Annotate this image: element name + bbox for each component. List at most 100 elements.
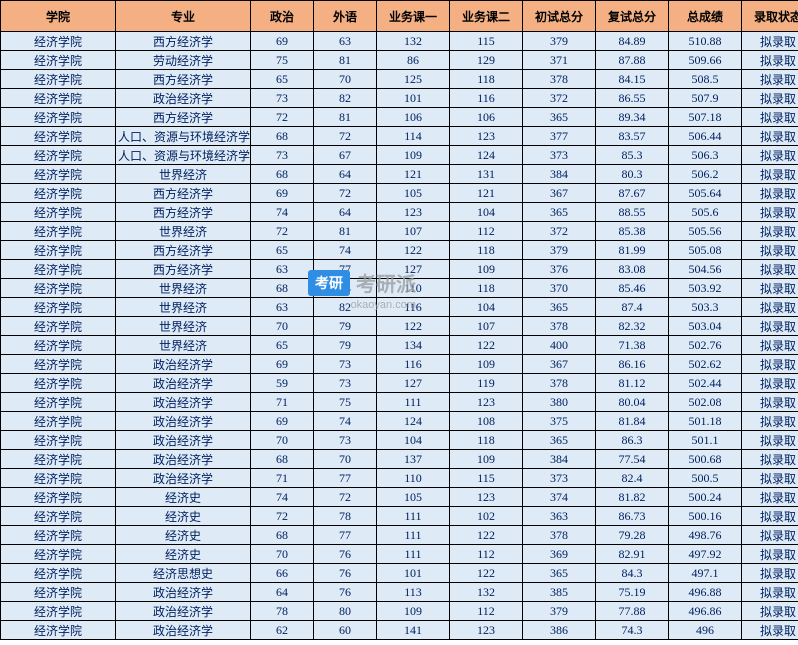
table-cell: 77.54 bbox=[596, 450, 669, 469]
table-cell: 506.3 bbox=[669, 146, 742, 165]
table-cell: 112 bbox=[450, 545, 523, 564]
table-row: 经济学院世界经济686412113138480.3506.2拟录取 bbox=[1, 165, 798, 184]
table-cell: 74.3 bbox=[596, 621, 669, 640]
table-cell: 503.92 bbox=[669, 279, 742, 298]
table-cell: 81.84 bbox=[596, 412, 669, 431]
table-cell: 经济学院 bbox=[1, 241, 116, 260]
table-cell: 400 bbox=[523, 336, 596, 355]
table-cell: 510.88 bbox=[669, 32, 742, 51]
table-cell: 110 bbox=[377, 279, 450, 298]
table-cell: 81.12 bbox=[596, 374, 669, 393]
table-cell: 拟录取 bbox=[742, 165, 798, 184]
table-cell: 64 bbox=[314, 165, 377, 184]
table-cell: 经济学院 bbox=[1, 222, 116, 241]
table-cell: 拟录取 bbox=[742, 488, 798, 507]
table-cell: 拟录取 bbox=[742, 564, 798, 583]
table-cell: 71 bbox=[251, 469, 314, 488]
table-cell: 372 bbox=[523, 222, 596, 241]
table-cell: 108 bbox=[450, 412, 523, 431]
table-cell: 经济学院 bbox=[1, 488, 116, 507]
table-cell: 经济学院 bbox=[1, 279, 116, 298]
table-row: 经济学院经济史727811110236386.73500.16拟录取 bbox=[1, 507, 798, 526]
table-cell: 107 bbox=[377, 222, 450, 241]
table-cell: 116 bbox=[377, 355, 450, 374]
table-cell: 62 bbox=[251, 621, 314, 640]
table-cell: 82 bbox=[314, 298, 377, 317]
col-header: 录取状态 bbox=[742, 1, 798, 32]
table-cell: 111 bbox=[377, 526, 450, 545]
table-row: 经济学院政治经济学788010911237977.88496.86拟录取 bbox=[1, 602, 798, 621]
table-cell: 经济思想史 bbox=[116, 564, 251, 583]
table-cell: 经济学院 bbox=[1, 412, 116, 431]
table-cell: 81 bbox=[314, 108, 377, 127]
table-row: 经济学院经济思想史667610112236584.3497.1拟录取 bbox=[1, 564, 798, 583]
table-cell: 经济学院 bbox=[1, 127, 116, 146]
table-cell: 80 bbox=[314, 602, 377, 621]
table-row: 经济学院经济史747210512337481.82500.24拟录取 bbox=[1, 488, 798, 507]
table-cell: 经济学院 bbox=[1, 431, 116, 450]
table-cell: 385 bbox=[523, 583, 596, 602]
table-row: 经济学院人口、资源与环境经济学687211412337783.57506.44拟… bbox=[1, 127, 798, 146]
table-cell: 115 bbox=[450, 469, 523, 488]
table-cell: 373 bbox=[523, 469, 596, 488]
table-cell: 77 bbox=[314, 469, 377, 488]
table-cell: 112 bbox=[450, 222, 523, 241]
table-cell: 123 bbox=[450, 127, 523, 146]
table-cell: 66 bbox=[251, 564, 314, 583]
table-cell: 70 bbox=[314, 450, 377, 469]
table-cell: 508.5 bbox=[669, 70, 742, 89]
table-cell: 82.91 bbox=[596, 545, 669, 564]
table-cell: 西方经济学 bbox=[116, 184, 251, 203]
table-cell: 80.04 bbox=[596, 393, 669, 412]
col-header: 外语 bbox=[314, 1, 377, 32]
table-cell: 81.82 bbox=[596, 488, 669, 507]
table-cell: 379 bbox=[523, 32, 596, 51]
table-cell: 363 bbox=[523, 507, 596, 526]
table-cell: 世界经济 bbox=[116, 298, 251, 317]
table-cell: 68 bbox=[251, 279, 314, 298]
table-cell: 拟录取 bbox=[742, 222, 798, 241]
col-header: 业务课二 bbox=[450, 1, 523, 32]
table-cell: 123 bbox=[377, 203, 450, 222]
table-row: 经济学院西方经济学637712710937683.08504.56拟录取 bbox=[1, 260, 798, 279]
table-cell: 西方经济学 bbox=[116, 70, 251, 89]
table-cell: 111 bbox=[377, 545, 450, 564]
table-cell: 71 bbox=[251, 393, 314, 412]
table-cell: 376 bbox=[523, 260, 596, 279]
table-cell: 拟录取 bbox=[742, 51, 798, 70]
table-cell: 69 bbox=[251, 355, 314, 374]
table-cell: 87.67 bbox=[596, 184, 669, 203]
table-cell: 111 bbox=[377, 507, 450, 526]
table-cell: 拟录取 bbox=[742, 374, 798, 393]
table-cell: 379 bbox=[523, 602, 596, 621]
table-cell: 141 bbox=[377, 621, 450, 640]
table-cell: 365 bbox=[523, 431, 596, 450]
table-cell: 劳动经济学 bbox=[116, 51, 251, 70]
table-cell: 63 bbox=[251, 298, 314, 317]
table-cell: 拟录取 bbox=[742, 412, 798, 431]
table-cell: 137 bbox=[377, 450, 450, 469]
table-row: 经济学院西方经济学728110610636589.34507.18拟录取 bbox=[1, 108, 798, 127]
table-cell: 经济史 bbox=[116, 507, 251, 526]
admission-table: 学院专业政治外语业务课一业务课二初试总分复试总分总成绩录取状态 经济学院西方经济… bbox=[0, 0, 798, 640]
table-cell: 375 bbox=[523, 412, 596, 431]
table-cell: 109 bbox=[377, 146, 450, 165]
table-cell: 经济学院 bbox=[1, 165, 116, 184]
table-cell: 拟录取 bbox=[742, 203, 798, 222]
table-cell: 118 bbox=[450, 431, 523, 450]
table-cell: 82.4 bbox=[596, 469, 669, 488]
table-cell: 75.19 bbox=[596, 583, 669, 602]
table-cell: 经济学院 bbox=[1, 184, 116, 203]
col-header: 专业 bbox=[116, 1, 251, 32]
table-cell: 85.38 bbox=[596, 222, 669, 241]
table-row: 经济学院政治经济学697412410837581.84501.18拟录取 bbox=[1, 412, 798, 431]
table-cell: 经济学院 bbox=[1, 526, 116, 545]
table-cell: 367 bbox=[523, 355, 596, 374]
table-cell: 109 bbox=[450, 355, 523, 374]
table-cell: 拟录取 bbox=[742, 469, 798, 488]
table-cell: 西方经济学 bbox=[116, 32, 251, 51]
table-cell: 500.68 bbox=[669, 450, 742, 469]
table-cell: 79 bbox=[314, 336, 377, 355]
table-cell: 82 bbox=[314, 89, 377, 108]
table-cell: 500.16 bbox=[669, 507, 742, 526]
